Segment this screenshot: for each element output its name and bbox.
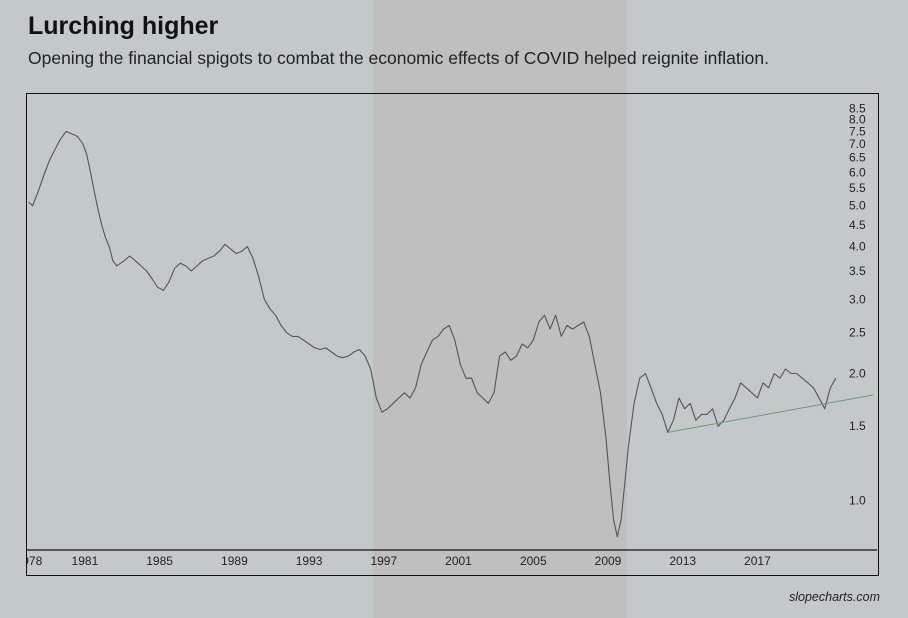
y-tick-label: 8.5 xyxy=(849,102,866,116)
chart-title: Lurching higher xyxy=(28,12,219,40)
y-tick-label: 4.5 xyxy=(849,218,866,232)
y-tick-label: 8.0 xyxy=(849,113,866,127)
x-tick-label: 2001 xyxy=(445,554,472,568)
y-tick-label: 7.0 xyxy=(849,137,866,151)
y-tick-label: 1.0 xyxy=(849,494,866,508)
y-tick-label: 6.0 xyxy=(849,165,866,179)
plot-area: 8.5 8.0 7.5 7.0 6.5 6.0 5.5 5.0 4.5 4.0 3.5 3.0 2.5 2… xyxy=(26,93,879,576)
x-tick-label: 1989 xyxy=(221,554,248,568)
shaded-period-band xyxy=(373,0,627,618)
x-tick-label: 1997 xyxy=(370,554,397,568)
source-credit: slopecharts.com xyxy=(788,590,880,604)
y-tick-label: 3.0 xyxy=(849,292,866,306)
x-tick-label: 1993 xyxy=(296,554,323,568)
y-tick-label: 7.5 xyxy=(849,124,866,138)
line-chart: 8.58.07.57.06.56.0 5.5 5.0 4.5 4.0 3.5 3.0 2.5 2… xyxy=(27,102,877,568)
x-tick-label: 1985 xyxy=(146,554,173,568)
chart-subtitle: Opening the financial spigots to combat … xyxy=(28,48,769,68)
y-tick-label: 5.0 xyxy=(849,199,866,213)
trend-line xyxy=(667,394,874,433)
y-tick-label: 6.5 xyxy=(849,151,866,165)
y-tick-label: 2.5 xyxy=(849,326,866,340)
x-tick-label: 2005 xyxy=(520,554,547,568)
x-tick-label: 2009 xyxy=(595,554,622,568)
x-tick-label: 2017 xyxy=(744,554,771,568)
y-tick-label: 5.5 xyxy=(849,181,866,195)
x-tick-label: 1981 xyxy=(72,554,99,568)
series-line xyxy=(28,130,837,538)
y-tick-label: 4.0 xyxy=(849,240,866,254)
y-tick-label: 2.0 xyxy=(849,367,866,381)
y-tick-label: 3.5 xyxy=(849,264,866,278)
y-tick-label: 1.5 xyxy=(849,419,866,433)
x-tick-label: 1978 xyxy=(27,554,43,568)
x-tick-label: 2013 xyxy=(669,554,696,568)
